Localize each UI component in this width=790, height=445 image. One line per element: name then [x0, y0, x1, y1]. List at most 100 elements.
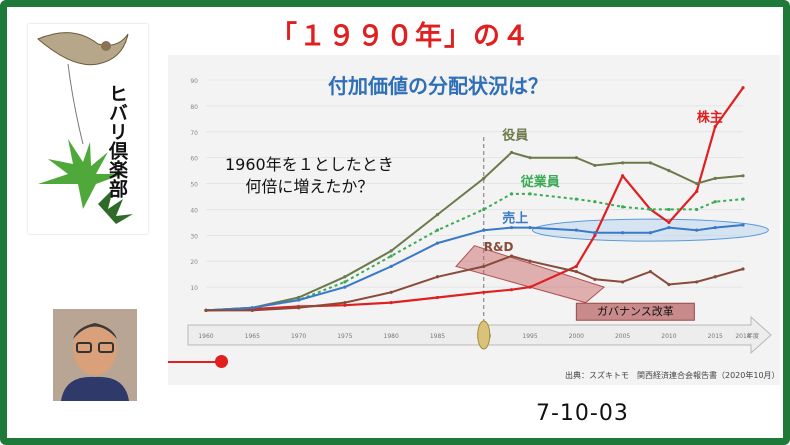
x-tick-label: 2010 [661, 333, 676, 340]
data-point [389, 301, 393, 305]
y-tick-label: 90 [190, 78, 198, 85]
slide-note: 1960年を１としたとき 何倍に増えたか？ [225, 155, 394, 196]
data-point [648, 231, 653, 235]
data-point [621, 161, 625, 165]
slide-panel: 10 20 30 40 50 60 70 80 90 1960 1965 1970 1975 1980 19… [168, 55, 780, 385]
data-point [435, 213, 440, 217]
data-point [482, 290, 486, 294]
y-tick-label: 20 [190, 259, 198, 266]
data-point [250, 308, 254, 313]
data-point [574, 264, 578, 268]
data-point [593, 200, 597, 204]
y-tick-label: 60 [190, 156, 198, 163]
data-point [667, 207, 671, 212]
data-point [296, 306, 301, 310]
data-point [621, 205, 625, 209]
data-point [648, 207, 653, 212]
club-logo-text: ヒバリ倶楽部 [106, 84, 128, 198]
x-tick-label: 2005 [615, 333, 630, 340]
data-point [667, 169, 671, 173]
data-point [509, 150, 514, 155]
data-point [482, 228, 486, 232]
data-point [713, 125, 717, 129]
x-tick-label: 2000 [569, 333, 584, 340]
data-point [741, 86, 745, 90]
data-point [741, 223, 745, 227]
data-point [574, 269, 578, 274]
data-point [296, 295, 301, 300]
data-point [250, 306, 254, 310]
data-point [528, 156, 532, 160]
data-point [695, 207, 699, 212]
source-citation: 出典：スズキトモ 関西経済連合会報告書（2020年10月） [565, 371, 780, 380]
data-point [435, 228, 440, 232]
data-point [343, 275, 347, 279]
data-point [695, 189, 699, 193]
data-point [574, 197, 578, 201]
data-point [713, 225, 717, 230]
data-point [389, 254, 393, 258]
data-point [667, 225, 671, 230]
x-tick-label: 1995 [522, 333, 537, 340]
data-point [621, 174, 625, 178]
data-point [621, 280, 625, 284]
data-point [648, 161, 653, 165]
y-tick-label: 40 [190, 207, 198, 214]
slide-title: 付加価値の分配状況は？ [328, 74, 548, 98]
data-point [593, 231, 597, 235]
data-point [574, 228, 578, 232]
data-point [741, 197, 745, 201]
club-logo: ヒバリ倶楽部 [28, 24, 148, 234]
data-point [482, 176, 486, 180]
y-tick-label: 10 [190, 285, 198, 292]
series-label: 従業員 [520, 174, 560, 190]
x-tick-label: 1975 [337, 333, 352, 340]
governance-callout-label: ガバナンス改革 [597, 304, 674, 318]
x-axis-label: 年度 [747, 332, 759, 340]
data-point [574, 156, 578, 160]
sales-highlight [531, 218, 769, 242]
data-point [204, 308, 208, 313]
data-point [593, 163, 597, 168]
x-tick-label: 2015 [708, 333, 723, 340]
data-point [667, 220, 671, 224]
data-point [435, 295, 440, 300]
episode-code: 7-10-03 [536, 401, 629, 426]
video-title: 「１９９０年」の４ [270, 21, 531, 52]
data-point [528, 225, 532, 230]
x-tick-label: 1985 [430, 333, 445, 340]
distribution-chart: 10 20 30 40 50 60 70 80 90 1960 1965 1970 1975 1980 19… [187, 78, 772, 355]
data-point [296, 298, 301, 302]
data-point [593, 277, 597, 281]
data-point [435, 275, 440, 279]
data-point [713, 275, 717, 279]
video-progress-handle[interactable] [215, 355, 228, 368]
series-label: 役員 [502, 128, 528, 144]
governance-callout-box [575, 302, 695, 321]
data-point [741, 267, 745, 271]
presenter-photo [53, 309, 137, 401]
series-label: 株主 [697, 109, 723, 125]
bird-and-hemp-leaf-icon [37, 32, 133, 224]
series-line [205, 87, 744, 312]
data-point [389, 290, 393, 294]
data-point [482, 264, 486, 268]
x-tick-label: 1970 [291, 333, 306, 340]
presenter-portrait-icon [53, 309, 137, 401]
data-point [509, 225, 514, 230]
data-point [648, 269, 653, 274]
data-point [509, 288, 514, 292]
series-label: R&D [484, 240, 514, 254]
data-point [435, 241, 440, 245]
data-point [343, 303, 347, 307]
data-point [528, 192, 532, 196]
data-point [528, 285, 532, 289]
year-1990-highlight [477, 320, 491, 350]
data-point [621, 231, 625, 235]
x-tick-label: 1980 [384, 333, 399, 340]
x-tick-label: 1965 [245, 333, 260, 340]
data-point [389, 264, 393, 268]
video-progress-bar[interactable] [168, 361, 228, 363]
data-point [343, 285, 347, 289]
data-point [389, 249, 393, 253]
